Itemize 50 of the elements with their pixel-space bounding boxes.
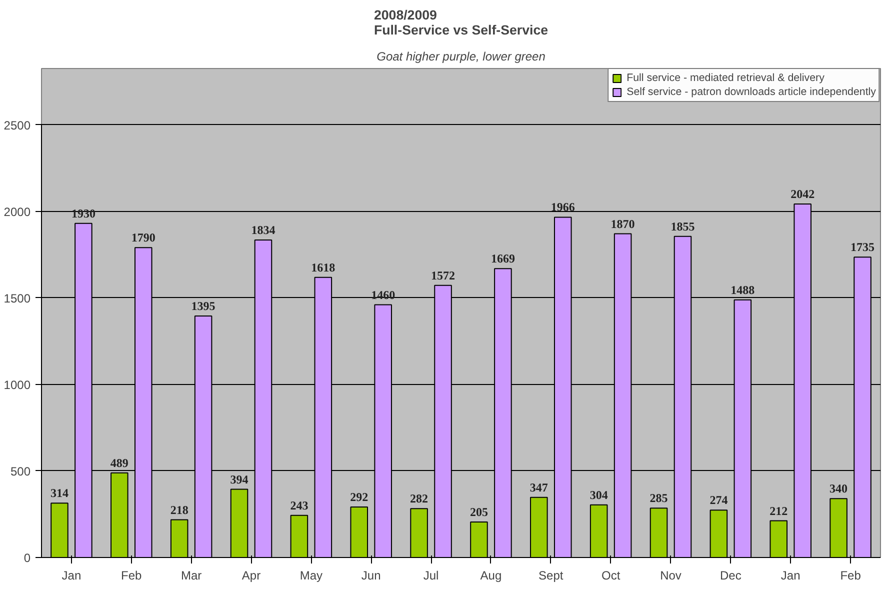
data-label: 1488 [730, 282, 755, 297]
data-label: 285 [650, 491, 668, 506]
y-tick-label: 1000 [4, 378, 31, 392]
data-label: 1669 [490, 252, 515, 266]
x-tick-label: Jan [780, 568, 800, 582]
data-label: 292 [350, 490, 368, 504]
data-label: 304 [590, 488, 608, 502]
data-label: 1735 [850, 240, 875, 254]
data-label: 282 [410, 492, 428, 506]
x-tick-label: Feb [121, 568, 142, 582]
x-tick-label: Feb [840, 568, 862, 582]
data-label: 314 [50, 486, 68, 500]
y-tick-label: 2500 [4, 118, 31, 132]
data-label: 243 [290, 498, 308, 512]
data-label: 1790 [131, 230, 156, 245]
x-tick-label: Jan [62, 568, 82, 582]
x-tick-label: Jul [423, 568, 439, 582]
data-label: 1572 [431, 268, 456, 282]
data-label: 1870 [610, 216, 635, 231]
y-tick-label: 2000 [4, 204, 31, 219]
chart-title: 2008/2009 Full-Service vs Self-Service [374, 8, 548, 38]
data-label: 218 [170, 502, 188, 517]
data-label: 1855 [670, 219, 695, 234]
legend-label: Full service - mediated retrieval & delivery [626, 72, 824, 84]
x-tick-label: Oct [601, 568, 621, 582]
data-label: 1618 [311, 260, 336, 274]
data-label: 347 [530, 480, 548, 494]
data-label: 340 [830, 482, 848, 496]
data-label: 212 [770, 504, 788, 518]
data-label: 1966 [550, 200, 575, 214]
x-tick-label: May [300, 568, 323, 582]
x-tick-label: Jun [361, 568, 381, 582]
data-label: 2042 [790, 187, 815, 202]
data-label: 489 [110, 456, 128, 470]
data-label: 1395 [191, 299, 216, 314]
x-tick-label: Mar [180, 568, 202, 582]
data-label: 205 [470, 505, 488, 520]
x-tick-label: Sept [538, 568, 564, 582]
data-label: 274 [710, 493, 728, 508]
data-label: 1834 [251, 223, 276, 238]
x-tick-label: Dec [720, 568, 742, 582]
legend-label: Self service - patron downloads article independently [626, 86, 876, 98]
x-tick-label: Nov [660, 568, 682, 582]
x-tick-label: Aug [480, 568, 502, 582]
x-tick-label: Apr [242, 568, 261, 582]
chart-subtitle: Goat higher purple, lower green [376, 50, 546, 64]
data-label: 394 [230, 472, 248, 486]
y-tick-label: 500 [10, 464, 31, 478]
y-tick-label: 0 [24, 551, 31, 565]
y-tick-label: 1500 [4, 291, 31, 306]
